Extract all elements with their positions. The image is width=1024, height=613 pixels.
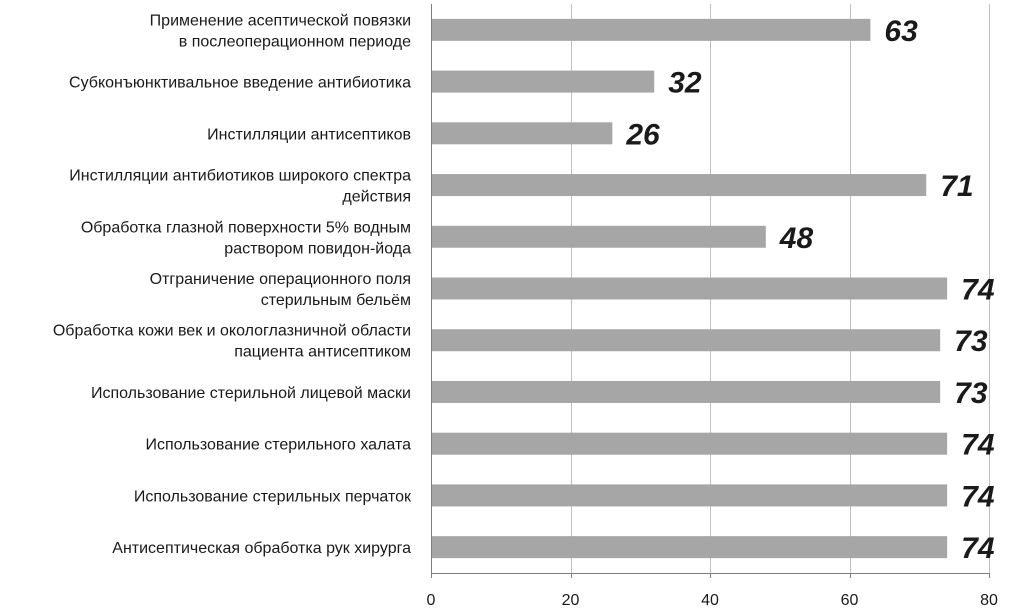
data-label: 48 bbox=[779, 222, 814, 255]
bars bbox=[432, 18, 948, 559]
x-tick-label: 60 bbox=[841, 592, 859, 609]
data-label: 73 bbox=[954, 377, 988, 410]
bar bbox=[432, 174, 927, 197]
bar bbox=[432, 380, 941, 403]
bar bbox=[432, 536, 948, 559]
category-label: Субконъюнктивальное введение антибиотика bbox=[69, 75, 411, 92]
x-axis-ticks: 0 20 40 60 80 bbox=[427, 573, 998, 609]
bar bbox=[432, 329, 941, 352]
category-label: Обработка кожи век и окологлазничной обл… bbox=[53, 323, 411, 361]
category-label: Применение асептической повязки в послеоп… bbox=[150, 12, 411, 50]
bar bbox=[432, 122, 613, 145]
category-label: Использование стерильной лицевой маски bbox=[91, 385, 411, 402]
data-label: 74 bbox=[961, 274, 995, 307]
category-label: Использование стерильных перчаток bbox=[134, 488, 412, 505]
category-label: Отграничение операционного поля стерильны… bbox=[150, 271, 411, 309]
data-label: 71 bbox=[940, 170, 973, 203]
category-label: Обработка глазной поверхности 5% водным р… bbox=[81, 219, 411, 257]
data-label: 74 bbox=[961, 429, 995, 462]
x-tick-label: 80 bbox=[980, 592, 998, 609]
x-tick-label: 40 bbox=[701, 592, 719, 609]
category-label: Антисептическая обработка рук хирурга bbox=[112, 540, 411, 557]
data-label: 74 bbox=[961, 532, 995, 565]
category-labels: Применение асептической повязки в послеоп… bbox=[53, 12, 412, 557]
data-label: 32 bbox=[668, 67, 702, 100]
bar bbox=[432, 484, 948, 507]
data-label: 74 bbox=[961, 480, 995, 513]
x-tick-label: 0 bbox=[427, 592, 436, 609]
data-label: 26 bbox=[625, 118, 660, 151]
bar bbox=[432, 18, 871, 41]
category-label: Использование стерильного халата bbox=[145, 437, 411, 454]
bar bbox=[432, 432, 948, 455]
data-label: 63 bbox=[884, 15, 918, 48]
bar bbox=[432, 70, 655, 93]
bar bbox=[432, 277, 948, 300]
category-label: Инстилляции антисептиков bbox=[207, 126, 411, 143]
bar bbox=[432, 225, 766, 248]
x-tick-label: 20 bbox=[562, 592, 580, 609]
category-label: Инстилляции антибиотиков широкого спектр… bbox=[69, 168, 411, 206]
data-label: 73 bbox=[954, 325, 988, 358]
